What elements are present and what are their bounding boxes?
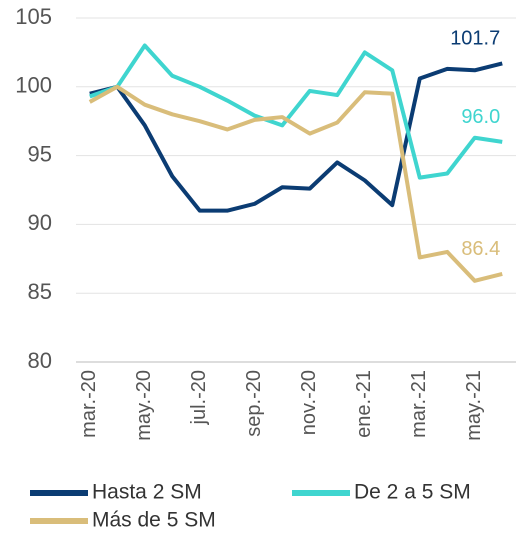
y-tick-label: 85: [28, 279, 52, 304]
x-tick-label: ene.-21: [353, 370, 375, 438]
series-line: [88, 84, 503, 283]
x-tick-label: sep.-20: [243, 370, 265, 437]
data-label: 96.0: [461, 106, 500, 128]
x-tick-label: mar.-20: [78, 370, 100, 438]
y-tick-label: 105: [15, 4, 52, 29]
y-tick-label: 80: [28, 348, 52, 373]
x-tick-label: may.-20: [133, 370, 155, 441]
series-line: [89, 43, 503, 180]
x-tick-label: nov.-20: [298, 370, 320, 435]
y-tick-label: 95: [28, 141, 52, 166]
legend-label: Más de 5 SM: [92, 509, 216, 532]
y-tick-label: 100: [15, 73, 52, 98]
legend-label: Hasta 2 SM: [92, 481, 202, 504]
y-tick-label: 90: [28, 210, 52, 235]
legend-label: De 2 a 5 SM: [354, 481, 471, 504]
data-label: 101.7: [450, 28, 500, 50]
series-line: [89, 61, 503, 213]
data-label: 86.4: [461, 238, 500, 260]
x-tick-label: may.-21: [463, 370, 485, 441]
x-tick-label: mar.-21: [408, 370, 430, 438]
x-tick-label: jul.-20: [188, 370, 210, 425]
